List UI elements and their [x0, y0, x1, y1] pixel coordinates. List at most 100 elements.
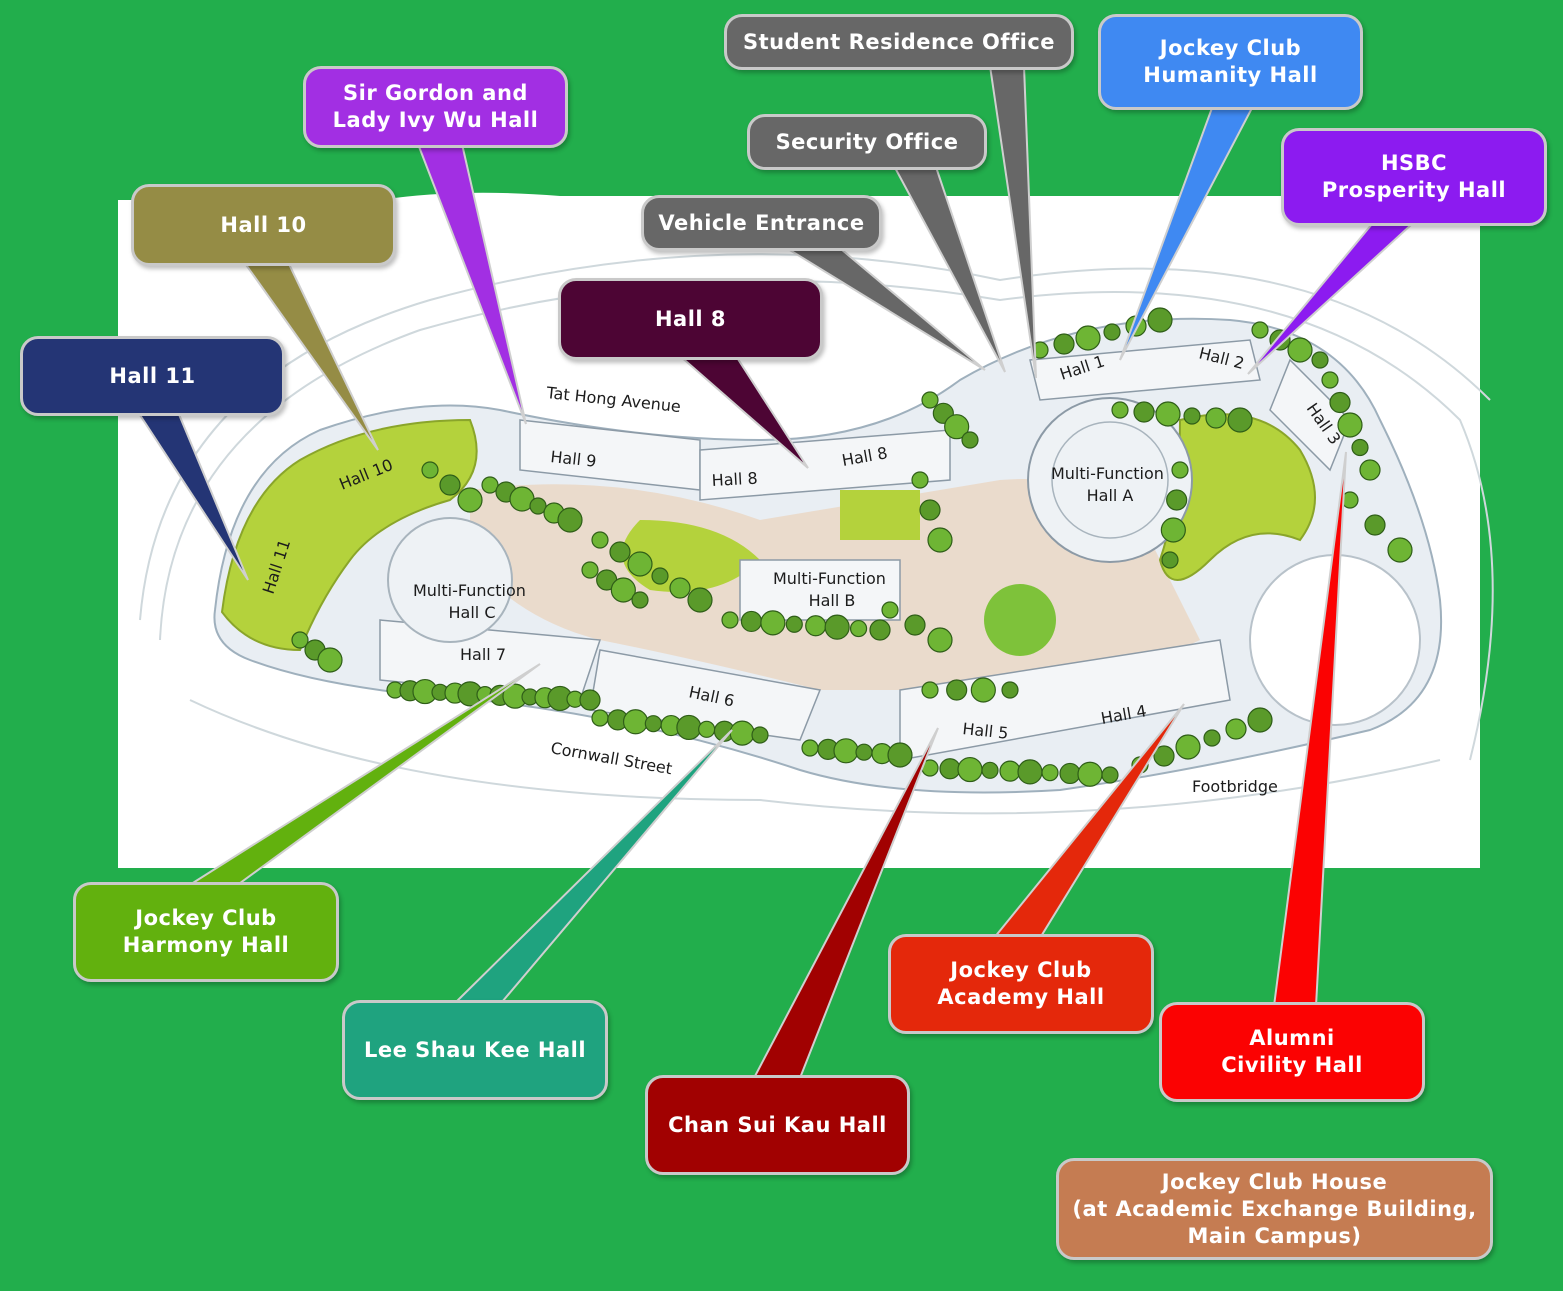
mf-hall-c-line-1: Multi-Function: [413, 581, 526, 600]
tree-canopy: [970, 677, 996, 703]
callout-wu-hall-line-1: Sir Gordon and: [343, 81, 528, 105]
tree-canopy: [921, 681, 939, 699]
tree-canopy: [981, 761, 999, 779]
callout-civility-hall[interactable]: Alumni Civility Hall: [1159, 1002, 1425, 1102]
callout-student-residence-office[interactable]: Student Residence Office: [724, 14, 1074, 70]
callout-jockey-club-house-line-2: (at Academic Exchange Building,: [1072, 1196, 1477, 1221]
callout-academy-hall-line-1: Jockey Club: [950, 958, 1092, 982]
tree-canopy: [529, 497, 547, 515]
map-label-mf-hall-c: Multi-Function Hall C: [413, 581, 531, 622]
map-label-hall-5: Hall 5: [962, 719, 1010, 743]
callout-jockey-club-house[interactable]: Jockey Club House (at Academic Exchange …: [1056, 1158, 1493, 1260]
callout-lee-shau-kee-hall[interactable]: Lee Shau Kee Hall: [342, 1000, 608, 1100]
callout-harmony-hall-line-2: Harmony Hall: [122, 933, 290, 957]
tree-canopy: [849, 619, 868, 638]
tree-canopy: [1183, 407, 1201, 425]
map-label-hall-7: Hall 7: [460, 645, 506, 664]
tree-canopy: [439, 474, 461, 496]
tree-canopy: [751, 726, 769, 744]
callout-harmony-hall[interactable]: Jockey Club Harmony Hall: [73, 882, 339, 982]
tree-canopy: [904, 614, 926, 636]
callout-prosperity-hall-line-2: Prosperity Hall: [1321, 178, 1507, 202]
tree-canopy: [869, 619, 891, 641]
callout-harmony-hall-line-1: Jockey Club: [135, 906, 277, 930]
callout-wu-hall[interactable]: Sir Gordon and Lady Ivy Wu Hall: [303, 66, 568, 148]
callout-humanity-hall-line-1: Jockey Club: [1159, 36, 1302, 60]
callout-hall-11-line-1: Hall 11: [109, 363, 196, 388]
tree-canopy: [946, 679, 968, 701]
tree-canopy: [1227, 407, 1253, 433]
tree-canopy: [1101, 766, 1119, 784]
tree-canopy: [687, 587, 713, 613]
tree-canopy: [911, 471, 929, 489]
callout-humanity-hall-line-2: Humanity Hall: [1143, 63, 1318, 87]
tree-canopy: [581, 561, 599, 579]
map-label-mf-hall-b: Multi-Function Hall B: [773, 569, 891, 610]
callout-lee-shau-kee-hall-line-1: Lee Shau Kee Hall: [363, 1037, 587, 1062]
callout-hall-10-line-1: Hall 10: [220, 212, 307, 237]
tree-canopy: [622, 709, 649, 735]
tree-canopy: [1337, 412, 1363, 438]
map-label-mf-hall-a: Multi-Function Hall A: [1051, 464, 1169, 505]
callout-student-residence-office-line-1: Student Residence Office: [742, 29, 1056, 54]
callout-academy-hall[interactable]: Jockey Club Academy Hall: [888, 934, 1154, 1034]
garden-north: [840, 490, 920, 540]
tree-canopy: [740, 610, 763, 633]
tree-canopy: [651, 567, 669, 585]
tree-canopy: [1053, 333, 1075, 355]
tree-canopy: [317, 647, 343, 673]
tree-canopy: [1111, 401, 1129, 419]
callout-humanity-hall[interactable]: Jockey Club Humanity Hall: [1098, 14, 1363, 110]
tree-canopy: [944, 414, 970, 440]
tree-canopy: [1160, 517, 1186, 543]
tree-canopy: [457, 487, 483, 513]
callout-civility-hall-line-2: Civility Hall: [1221, 1053, 1363, 1077]
callout-hall-8[interactable]: Hall 8: [558, 278, 823, 360]
callout-wu-hall-line-2: Lady Ivy Wu Hall: [332, 108, 539, 132]
callout-prosperity-hall[interactable]: HSBC Prosperity Hall: [1281, 128, 1547, 226]
callout-hall-8-line-1: Hall 8: [654, 306, 727, 331]
map-label-footbridge: Footbridge: [1192, 777, 1278, 796]
tree-canopy: [805, 615, 827, 637]
tree-canopy: [921, 391, 939, 409]
tree-canopy: [833, 738, 859, 764]
tree-canopy: [919, 499, 941, 521]
tree-canopy: [481, 476, 499, 494]
tree-canopy: [1171, 461, 1189, 479]
round-lawn: [984, 584, 1056, 656]
tree-canopy: [610, 577, 636, 603]
tree-canopy: [1001, 681, 1019, 699]
callout-security-office[interactable]: Security Office: [747, 114, 987, 170]
tree-canopy: [1166, 489, 1188, 511]
tree-canopy: [1364, 514, 1386, 536]
callout-civility-hall-line-1: Alumni: [1249, 1026, 1335, 1050]
tree-canopy: [1077, 761, 1103, 787]
mf-hall-c-line-2: Hall C: [449, 603, 496, 622]
tree-canopy: [591, 709, 609, 727]
callout-hall-11[interactable]: Hall 11: [20, 336, 285, 416]
tree-canopy: [1247, 707, 1273, 733]
mf-hall-b-line-1: Multi-Function: [773, 569, 886, 588]
callout-vehicle-entrance-line-1: Vehicle Entrance: [658, 210, 865, 235]
tree-canopy: [1147, 307, 1173, 333]
callout-hall-10[interactable]: Hall 10: [131, 184, 396, 266]
tree-canopy: [1153, 745, 1175, 767]
tree-canopy: [609, 541, 631, 563]
map-label-hall-8-a: Hall 8: [711, 469, 758, 490]
callout-chan-sui-kau-hall[interactable]: Chan Sui Kau Hall: [645, 1075, 910, 1175]
tree-canopy: [1017, 759, 1043, 785]
tree-canopy: [785, 615, 803, 633]
tree-canopy: [1161, 551, 1179, 569]
tree-canopy: [1329, 391, 1351, 414]
tree-canopy: [887, 742, 913, 768]
tree-canopy: [824, 614, 850, 640]
tree-canopy: [801, 739, 819, 757]
callout-vehicle-entrance[interactable]: Vehicle Entrance: [641, 195, 882, 251]
mf-hall-a-line-2: Hall A: [1087, 486, 1134, 505]
tree-canopy: [644, 715, 662, 733]
mf-hall-b-line-2: Hall B: [809, 591, 856, 610]
tree-canopy: [631, 591, 649, 609]
callout-academy-hall-line-2: Academy Hall: [937, 985, 1105, 1009]
tree-canopy: [927, 527, 953, 553]
map-label-hall-9: Hall 9: [550, 447, 598, 471]
